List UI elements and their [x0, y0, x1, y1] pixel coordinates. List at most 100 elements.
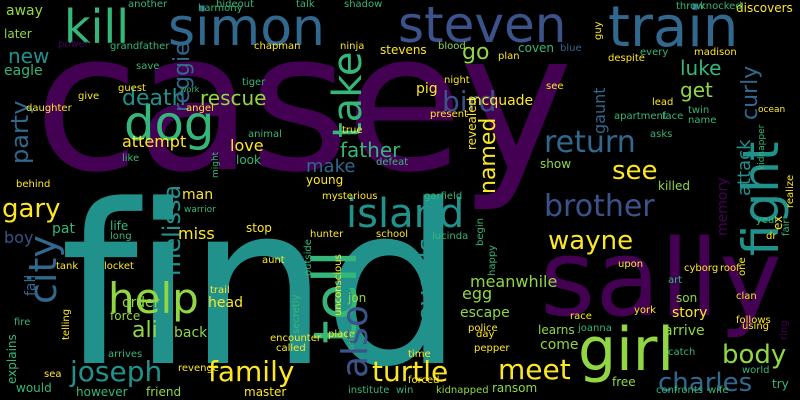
word-guy: guy	[593, 21, 604, 40]
word-wife: wife	[708, 385, 729, 396]
word-discovers: discovers	[736, 1, 793, 15]
word-another: hideout	[216, 0, 254, 10]
word-dr: follows	[736, 315, 771, 326]
word-family: family	[208, 355, 295, 388]
word-mysterious: happy	[487, 244, 498, 276]
word-escape: escape	[460, 305, 510, 321]
word-asks: name	[688, 115, 717, 126]
word-using: ring	[779, 320, 790, 340]
word-joanna: joanna	[578, 323, 612, 334]
word-bird: bird	[442, 85, 497, 118]
word-rescue: rescue	[200, 86, 267, 110]
word-young: young	[306, 173, 344, 187]
word-york: upon	[618, 259, 644, 270]
word-pat: pat	[52, 221, 75, 237]
word-free: free	[612, 375, 636, 389]
word-true: present	[430, 109, 469, 120]
word-plan: plan	[498, 51, 520, 62]
word-master: master	[244, 385, 287, 399]
word-gary: gary	[2, 194, 61, 224]
word-help: help	[108, 274, 199, 323]
word-explains: explains	[5, 334, 19, 384]
word-look: animal	[248, 129, 282, 140]
word-reggie: reggie	[170, 42, 195, 112]
word-win: win	[396, 385, 414, 396]
word-ocean: asks	[650, 129, 673, 140]
word-new: new	[8, 44, 50, 68]
word-go: go	[462, 40, 490, 65]
word-attack: attack	[734, 139, 755, 197]
word-gaunt: gaunt	[590, 87, 609, 134]
word-every: despite	[608, 53, 645, 64]
word-despite: apartment	[614, 111, 667, 122]
word-attempt: attempt	[122, 132, 187, 151]
word-show: show	[540, 157, 572, 171]
word-chapman: chapman	[254, 41, 301, 52]
word-face: lead	[652, 97, 674, 108]
word-tiger: angel	[186, 103, 214, 114]
word-warrior: long	[110, 231, 132, 242]
word-shadow: talk	[296, 0, 315, 10]
word-present: night	[444, 75, 470, 86]
word-simon: simon	[168, 0, 325, 58]
word-tank: tank	[56, 261, 79, 272]
word-pepper: pepper	[474, 343, 510, 354]
word-jon: jon	[348, 291, 367, 305]
word-joseph: joseph	[70, 355, 163, 388]
word-eagle: eagle	[4, 63, 43, 79]
word-later: later	[4, 27, 32, 41]
word-death: death	[122, 86, 186, 111]
word-confronts: confronts	[656, 385, 703, 396]
word-grandfather: grandfather	[110, 41, 170, 52]
word-fall: fall	[23, 274, 39, 296]
word-apartment: kidnapper	[757, 124, 767, 170]
word-police: police	[468, 323, 498, 334]
word-mcquade: mcquade	[468, 93, 534, 109]
word-egg: egg	[462, 284, 493, 303]
word-reveals: reveals	[412, 237, 442, 332]
word-hideout: shadow	[344, 0, 383, 10]
word-angel: guest	[118, 83, 146, 94]
word-body: body	[722, 340, 787, 370]
word-talk: tiger	[242, 77, 266, 88]
word-man: man	[182, 187, 214, 203]
word-memory: memory	[715, 177, 731, 237]
word-friend: friend	[146, 385, 182, 399]
word-meanwhile: meanwhile	[470, 272, 558, 291]
word-animal: might	[211, 151, 221, 178]
word-forced: forced	[408, 375, 440, 386]
word-story: story	[672, 305, 708, 321]
word-brother: brother	[544, 189, 655, 224]
word-ex: dr	[766, 231, 777, 242]
word-charles: charles	[658, 368, 753, 398]
word-coven: coven	[518, 41, 555, 55]
word-guest: give	[78, 91, 100, 102]
word-ali: ali	[132, 318, 158, 343]
word-revealed: defeat	[376, 157, 409, 168]
word-madison: madison	[694, 47, 737, 58]
word-pig: pig	[416, 81, 438, 97]
word-hunter: hunter	[310, 229, 344, 240]
word-behind: behind	[16, 179, 51, 190]
word-killed: killed	[658, 179, 690, 193]
word-get: get	[680, 78, 713, 102]
word-see: see	[612, 156, 658, 186]
word-named: named	[476, 117, 501, 194]
word-steven: steven	[398, 0, 567, 54]
word-one: using	[742, 321, 770, 332]
word-order: order	[122, 295, 160, 311]
word-ring: realize	[785, 174, 796, 208]
word-follows: every	[640, 47, 669, 58]
word-harmony: harmony	[198, 3, 243, 14]
word-art: roof	[720, 263, 740, 274]
word-place: called	[276, 343, 306, 354]
word-meet: meet	[498, 353, 571, 386]
word-happy: begin	[475, 218, 486, 246]
word-blood: blood	[438, 41, 466, 52]
word-stop: stop	[246, 221, 272, 235]
word-daughter: daughter	[26, 103, 72, 114]
word-make: make	[306, 156, 356, 177]
word-girl: girl	[578, 315, 675, 385]
word-world: catch	[668, 347, 696, 358]
word-long: fire	[14, 317, 31, 328]
